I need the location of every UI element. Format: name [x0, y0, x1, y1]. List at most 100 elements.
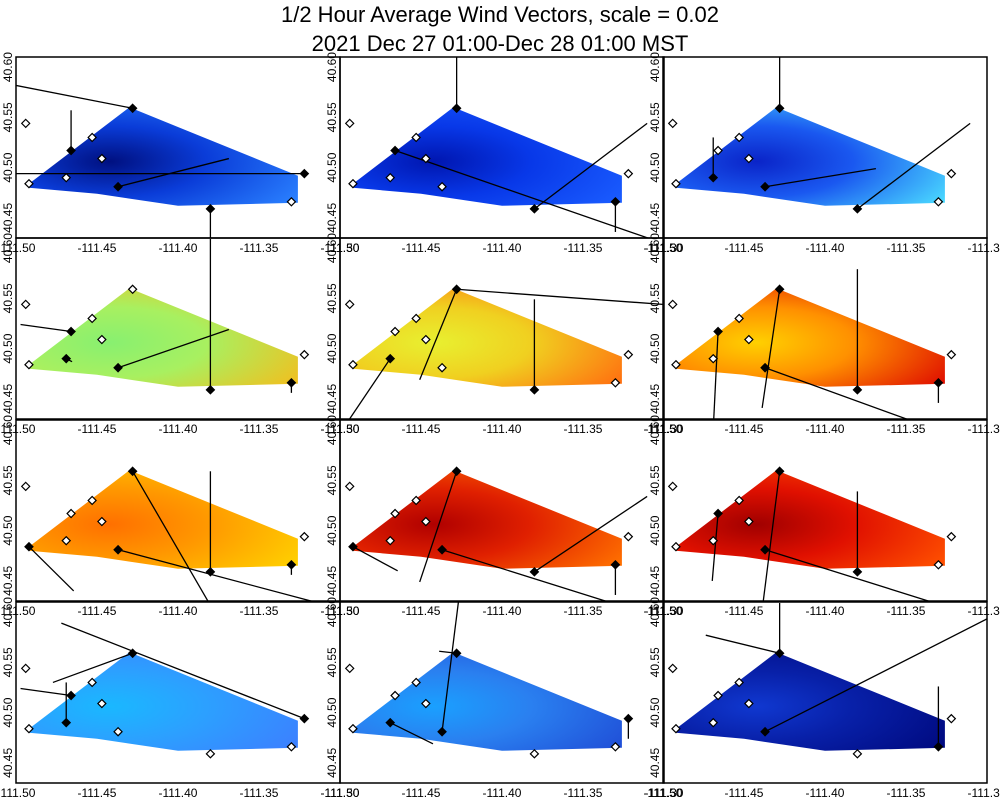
panel-frame — [662, 601, 988, 784]
x-tick-label: -111.40 — [159, 604, 198, 618]
wind-vector — [132, 470, 209, 601]
panel-4: -111.50 -111.45 -111.40 -111.35 -111.3040.45… — [0, 233, 360, 436]
wind-vector — [762, 471, 781, 601]
wind-vector — [117, 157, 230, 188]
station-marker — [708, 717, 719, 728]
y-tick-label: 40.60 — [648, 415, 662, 445]
x-tick-label: -111.40 — [159, 786, 198, 800]
wind-vector — [16, 84, 133, 109]
station-marker — [760, 544, 770, 555]
panel-12: -111.50 -111.45 -111.40 -111.35 -111.30 40.45… — [644, 597, 1000, 800]
x-tick-label: -111.40 — [806, 422, 845, 436]
station-marker — [411, 132, 421, 143]
panel-frame — [339, 601, 665, 784]
x-tick-label: -111.45 — [725, 786, 764, 800]
wind-speed-region — [29, 470, 298, 569]
station-marker — [20, 118, 31, 129]
y-tick-label: 40.45 — [648, 748, 662, 778]
x-tick-label: -111.30 — [645, 786, 684, 800]
wind-vector — [419, 471, 458, 583]
station-marker — [24, 178, 34, 189]
station-marker — [713, 145, 723, 156]
panel-frame — [662, 419, 988, 602]
wind-vector — [534, 495, 648, 573]
station-marker — [451, 466, 462, 477]
station-marker — [286, 559, 297, 570]
x-tick-label: -111.30 — [968, 422, 1000, 436]
station-marker — [113, 544, 123, 555]
station-marker — [734, 132, 744, 143]
y-tick-label: 40.50 — [648, 697, 662, 727]
y-tick-label: 40.55 — [1, 647, 15, 677]
station-marker — [348, 359, 358, 370]
y-tick-label: 40.55 — [648, 465, 662, 495]
station-marker — [344, 481, 355, 492]
station-marker — [421, 334, 431, 345]
station-marker — [344, 118, 355, 129]
station-marker — [66, 690, 76, 701]
station-marker — [348, 178, 358, 189]
station-marker — [946, 531, 957, 542]
station-marker — [20, 663, 31, 674]
y-tick-label: 40.60 — [325, 597, 339, 627]
x-tick-label: -111.35 — [564, 786, 603, 800]
x-tick-label: -111.45 — [402, 786, 441, 800]
station-marker — [708, 172, 719, 183]
wind-speed-region — [676, 288, 945, 387]
station-marker — [671, 723, 681, 734]
station-marker — [610, 559, 621, 570]
y-tick-label: 40.45 — [325, 384, 339, 414]
station-marker — [437, 362, 447, 373]
station-marker — [20, 481, 31, 492]
x-tick-label: -111.50 — [0, 422, 36, 436]
station-marker — [623, 168, 634, 179]
wind-speed-region — [353, 652, 622, 751]
panel-frame — [662, 237, 988, 420]
y-tick-label: 40.45 — [1, 203, 15, 233]
station-marker — [774, 284, 785, 295]
y-tick-label: 40.50 — [325, 697, 339, 727]
station-marker — [708, 535, 719, 546]
y-tick-label: 40.55 — [325, 283, 339, 313]
station-marker — [385, 172, 396, 183]
station-marker — [610, 196, 621, 207]
station-marker — [774, 103, 785, 114]
station-marker — [708, 353, 719, 364]
station-marker — [299, 713, 310, 724]
wind-vector — [764, 618, 987, 733]
station-marker — [113, 181, 123, 192]
y-tick-label: 40.60 — [325, 415, 339, 445]
wind-vector — [764, 367, 909, 419]
x-tick-label: -111.30 — [968, 241, 1000, 255]
wind-speed-region — [676, 652, 945, 751]
x-tick-label: -111.35 — [887, 604, 926, 618]
wind-vector — [761, 289, 781, 409]
wind-speed-region — [29, 652, 298, 751]
y-tick-label: 40.60 — [648, 233, 662, 263]
station-marker — [20, 299, 31, 310]
y-tick-label: 40.60 — [325, 52, 339, 82]
y-tick-label: 40.60 — [648, 597, 662, 627]
x-tick-label: -111.45 — [725, 241, 764, 255]
wind-vector — [52, 652, 133, 684]
station-marker — [286, 741, 297, 752]
station-marker — [411, 677, 421, 688]
station-marker — [946, 713, 957, 724]
x-tick-label: -111.50 — [0, 604, 36, 618]
wind-speed-region — [676, 107, 945, 206]
x-tick-label: -111.45 — [725, 604, 764, 618]
station-marker — [667, 299, 678, 310]
station-marker — [852, 384, 863, 395]
station-marker — [671, 359, 681, 370]
wind-vector — [534, 122, 648, 210]
station-marker — [734, 495, 744, 506]
station-marker — [437, 181, 447, 192]
x-tick-label: -111.35 — [564, 422, 603, 436]
station-marker — [529, 384, 540, 395]
y-tick-label: 40.50 — [648, 515, 662, 545]
station-marker — [127, 466, 138, 477]
x-tick-label: -111.40 — [483, 422, 522, 436]
x-tick-label: -111.50 — [321, 786, 360, 800]
panel-frame — [339, 419, 665, 602]
station-marker — [24, 359, 34, 370]
